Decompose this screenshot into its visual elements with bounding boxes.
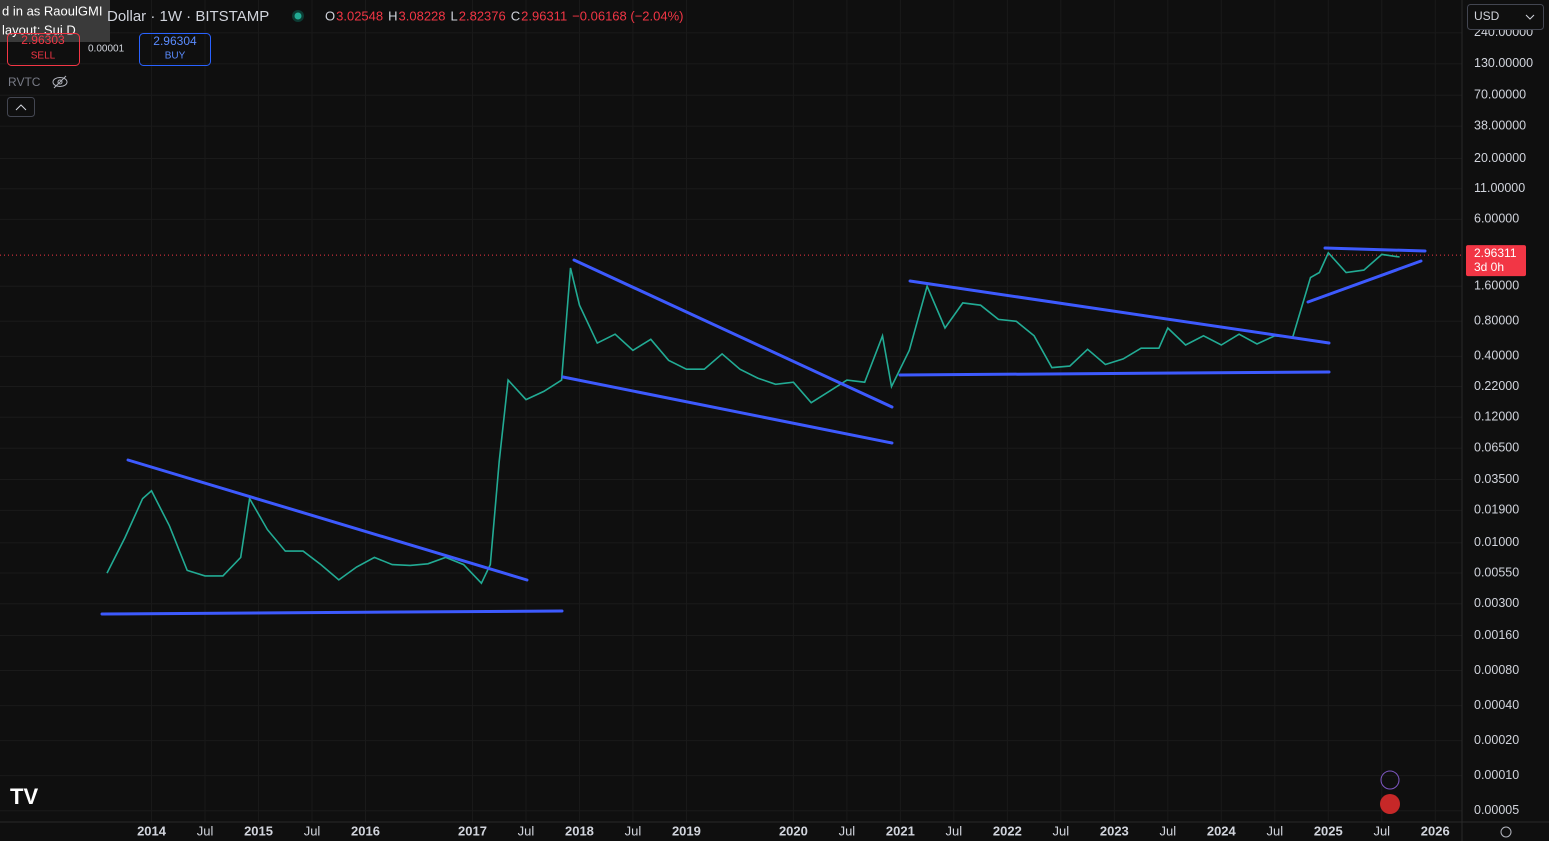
flag-icon[interactable] [1380,794,1400,814]
trendline[interactable] [1323,246,1427,253]
x-tick-label: Jul [197,823,214,838]
ohlc-label: H [388,8,397,23]
ohlc-value: 3.08228 [399,8,446,23]
last-price-label: 2.96311 [1474,246,1517,260]
x-tick-label: 2022 [993,823,1022,838]
y-tick-label: 0.00300 [1474,596,1519,610]
x-tick-label: Jul [946,823,963,838]
spread: 0.00001 [88,44,125,55]
ohlc-value: 2.82376 [459,8,506,23]
sell-label: SELL [31,51,56,62]
x-tick-label: 2021 [886,823,915,838]
trendline[interactable] [1306,259,1423,304]
chevron [15,104,27,111]
tooltip [0,0,110,42]
y-tick-label: 0.00040 [1474,698,1519,712]
y-tick-label: 0.03500 [1474,472,1519,486]
y-tick-label: 6.00000 [1474,212,1519,226]
y-tick-label: 0.06500 [1474,440,1519,454]
trendline[interactable] [898,370,1331,377]
x-tick-label: 2016 [351,823,380,838]
trendline[interactable] [908,279,1331,345]
x-tick-label: 2019 [672,823,701,838]
x-tick-label: 2014 [137,823,167,838]
x-tick-label: 2020 [779,823,808,838]
chevron [1525,14,1535,20]
y-tick-label: 0.01900 [1474,503,1519,517]
ohlc: O 3.02548 H 3.08228 L 2.82376 C 2.96311 −0.06168… [325,8,683,23]
hide-icon[interactable] [52,75,68,89]
x-tick-label: 2017 [458,823,487,838]
x-tick-label: Jul [839,823,856,838]
axes: 240.00000130.0000070.0000038.0000020.000… [137,25,1533,838]
x-tick-label: Jul [625,823,642,838]
x-tick-label: Jul [518,823,535,838]
assist-icon[interactable] [1380,770,1400,790]
logo[interactable]: TV [10,784,38,809]
last-price-box [1466,245,1526,277]
x-tick-label: Jul [1373,823,1390,838]
sell-button[interactable] [7,33,80,66]
y-tick-label: 0.80000 [1474,314,1519,328]
x-tick-label: 2024 [1207,823,1237,838]
y-tick-label: 0.22000 [1474,379,1519,393]
y-tick-label: 0.01000 [1474,535,1519,549]
x-tick-label: 2025 [1314,823,1343,838]
collapse-button[interactable] [7,97,35,117]
y-tick-label: 1.60000 [1474,279,1519,293]
y-tick-label: 20.00000 [1474,151,1526,165]
ohlc-label: O [325,8,335,23]
buy-button[interactable] [139,33,211,66]
settings-icon[interactable] [1500,826,1512,838]
trendline[interactable] [561,375,894,445]
y-tick-label: 0.00160 [1474,628,1519,642]
y-tick-label: 11.00000 [1474,181,1525,195]
ohlc-change: −0.06168 (−2.04%) [572,8,683,23]
currency-select[interactable] [1467,4,1544,30]
x-tick-label: Jul [1053,823,1070,838]
currency: USD [1474,9,1500,23]
y-tick-label: 38.00000 [1474,118,1526,132]
buy-price: 2.96304 [153,34,197,48]
ohlc-label: L [451,8,458,23]
indicator[interactable]: RVTC [8,75,41,89]
y-tick-label: 0.00080 [1474,663,1519,677]
sell-price: 2.96303 [21,33,65,47]
x-tick-label: Jul [1160,823,1177,838]
plot [0,251,1462,585]
symbol[interactable]: Dollar · 1W · BITSTAMP [107,8,269,25]
y-tick-label: 0.00005 [1474,803,1519,817]
x-tick-label: Jul [1266,823,1283,838]
y-tick-label: 0.00020 [1474,733,1519,747]
x-tick-label: 2026 [1421,823,1450,838]
ohlc-value: 3.02548 [336,8,383,23]
ohlc-label: C [511,8,520,23]
trendlines [100,246,1427,616]
x-tick-label: 2023 [1100,823,1129,838]
trendline[interactable] [100,609,564,616]
x-tick-label: 2018 [565,823,594,838]
buy-label: BUY [165,51,186,62]
y-tick-label: 0.00550 [1474,565,1519,579]
trendline[interactable] [126,458,529,582]
grid [0,0,1462,822]
y-tick-label: 0.12000 [1474,409,1519,423]
countdown: 3d 0h [1474,260,1504,274]
x-tick-label: Jul [304,823,321,838]
price-line [106,251,1400,585]
x-tick-label: 2015 [244,823,273,838]
y-tick-label: 0.00010 [1474,768,1519,782]
ohlc-value: 2.96311 [521,8,567,23]
status-dot [294,12,302,20]
y-tick-label: 130.00000 [1474,56,1533,70]
y-tick-label: 0.40000 [1474,349,1519,363]
y-tick-label: 70.00000 [1474,87,1526,101]
tooltip-text: d in as RaoulGMI [2,3,102,18]
trendline[interactable] [572,258,894,409]
